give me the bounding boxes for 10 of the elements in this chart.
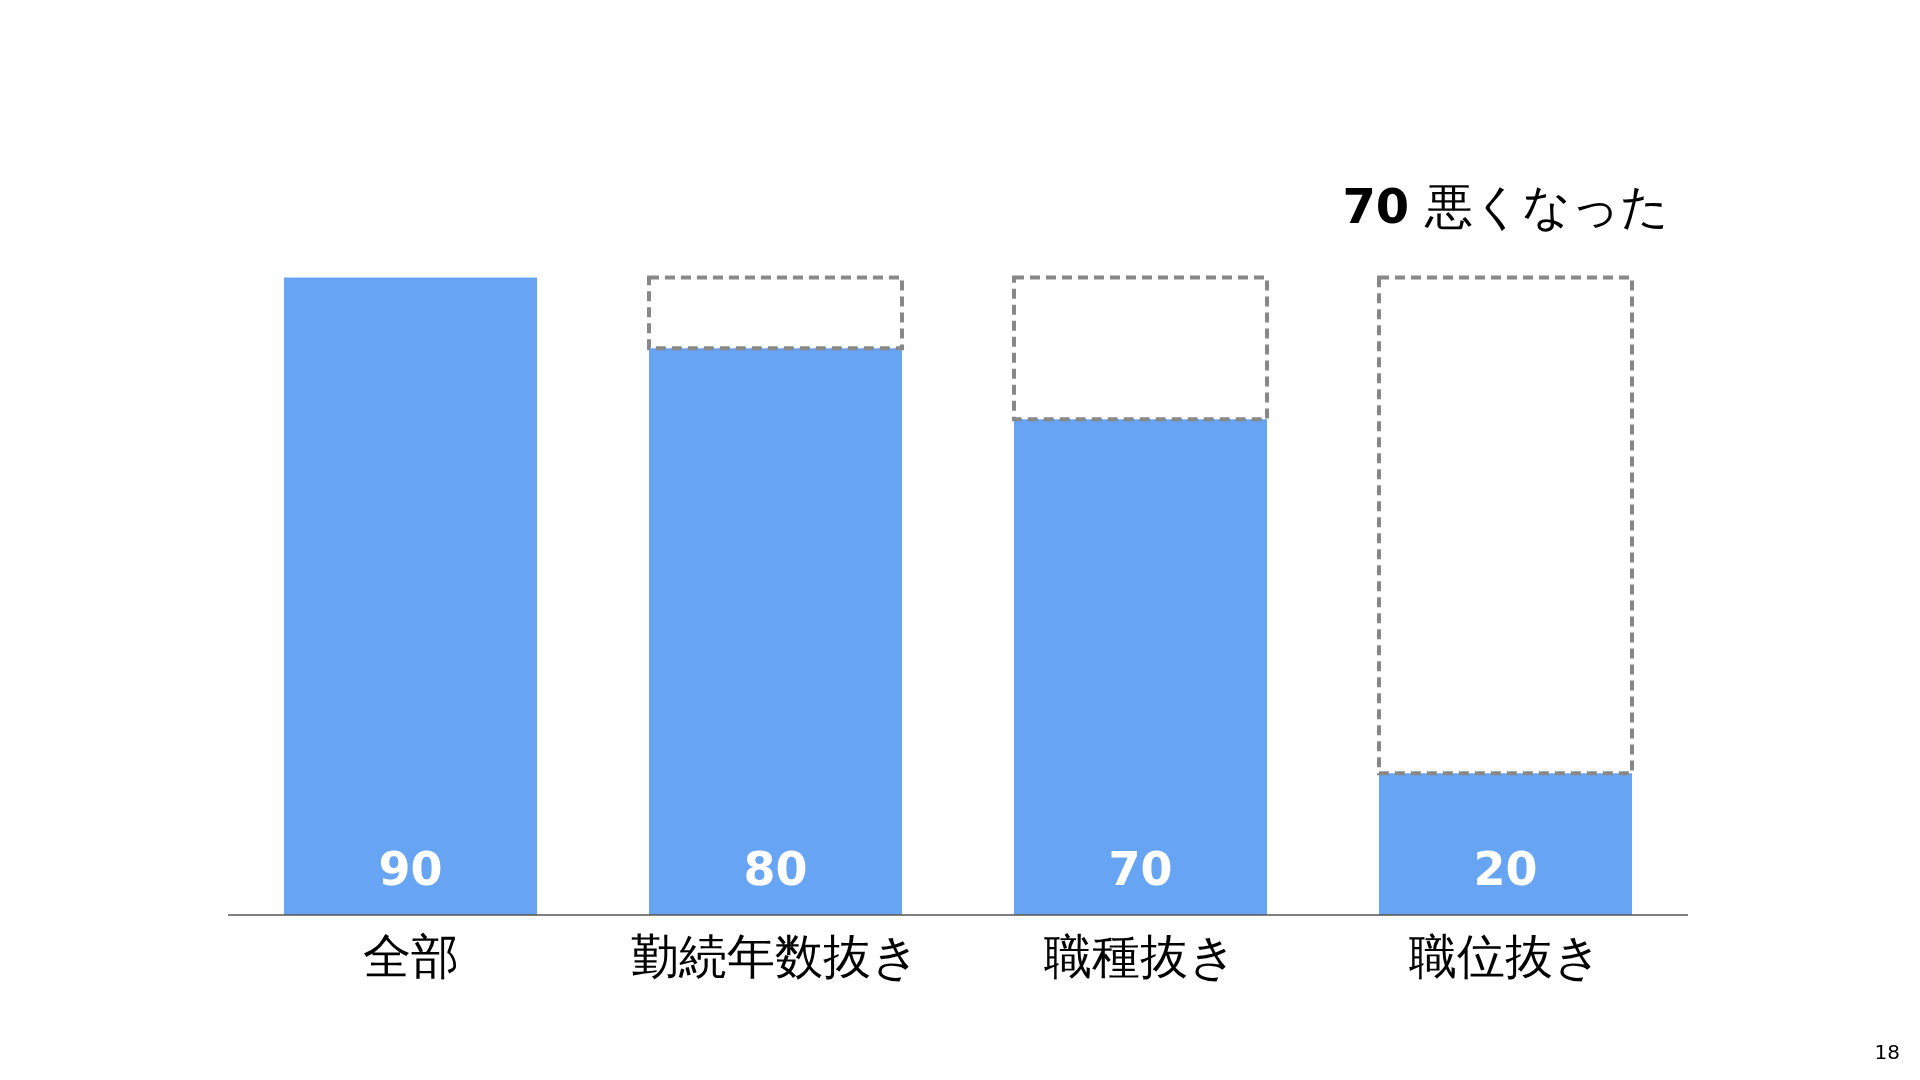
data-label: 90: [378, 842, 443, 896]
x-tick-label: 勤続年数抜き: [631, 928, 920, 985]
data-label: 20: [1473, 842, 1538, 896]
x-tick-label: 全部: [362, 928, 459, 985]
data-label: 80: [743, 842, 808, 896]
annotation: 70 悪くなった: [1342, 177, 1669, 234]
data-label: 70: [1108, 842, 1173, 896]
text: 18: [1874, 1040, 1900, 1064]
x-tick-label: 職種抜き: [1044, 928, 1237, 985]
x-tick-label: 職位抜き: [1409, 928, 1602, 985]
